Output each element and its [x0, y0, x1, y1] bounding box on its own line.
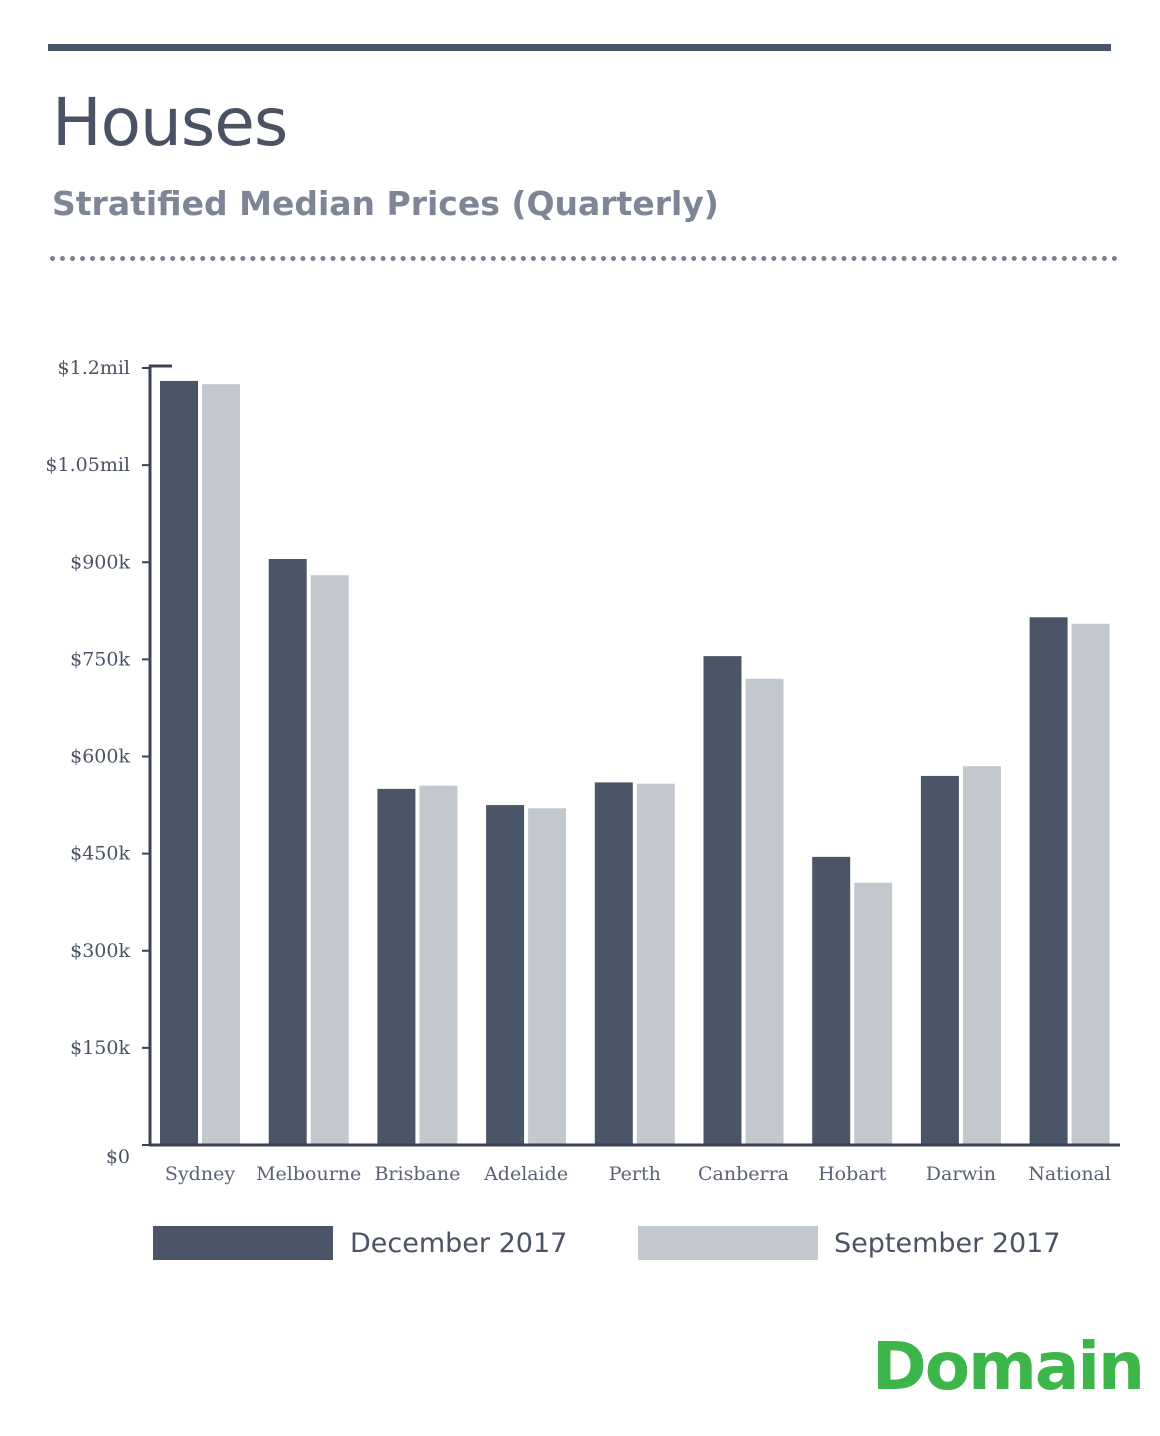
y-tick-label: $1.05mil [45, 454, 130, 476]
y-tick-label: $150k [70, 1037, 130, 1059]
bar [268, 559, 307, 1144]
bar [703, 656, 742, 1144]
bar [920, 775, 959, 1144]
bar [419, 785, 458, 1144]
x-category-label: Hobart [818, 1163, 887, 1185]
x-category-label: Canberra [698, 1163, 789, 1185]
bar [377, 788, 416, 1144]
y-tick-label: $450k [70, 843, 130, 865]
y-tick-label: $300k [70, 940, 130, 962]
bar [854, 882, 893, 1144]
y-axis-ticks: $0 $150k $300k $450k $600k $750k $900k $1.05mil… [45, 357, 150, 1168]
bar [594, 782, 633, 1144]
bar [486, 805, 525, 1144]
x-category-label: National [1028, 1163, 1111, 1185]
x-axis-labels: Sydney Melbourne Brisbane Adelaide Perth Canb… [165, 1163, 1111, 1185]
chart-bars [160, 380, 1110, 1144]
bar [962, 766, 1001, 1144]
legend-label: September 2017 [834, 1228, 1061, 1259]
bar-chart: $0 $150k $300k $450k $600k $750k $900k $1.05mil… [45, 357, 1120, 1260]
bar [636, 783, 675, 1144]
bar [812, 856, 851, 1144]
x-category-label: Perth [609, 1163, 661, 1185]
chart-title: Houses [52, 84, 288, 161]
top-rule [48, 44, 1111, 51]
bar [745, 678, 784, 1144]
bar [160, 380, 198, 1144]
y-tick-label: $900k [70, 551, 130, 573]
domain-logo: Domain [872, 1328, 1145, 1405]
bar [202, 384, 240, 1144]
bar [1071, 623, 1110, 1144]
chart-subtitle: Stratified Median Prices (Quarterly) [52, 184, 719, 223]
x-category-label: Sydney [165, 1163, 235, 1185]
dotted-divider [50, 256, 1118, 261]
x-category-label: Melbourne [256, 1163, 361, 1185]
y-tick-label: $600k [70, 746, 130, 768]
y-tick-label: $0 [106, 1146, 130, 1168]
x-category-label: Darwin [926, 1163, 996, 1185]
bar [1029, 617, 1068, 1144]
x-category-label: Adelaide [483, 1163, 568, 1185]
chart-legend: December 2017 September 2017 [153, 1226, 1061, 1260]
y-tick-label: $750k [70, 648, 130, 670]
legend-swatch [153, 1226, 333, 1260]
bar [528, 808, 567, 1144]
bar [310, 575, 349, 1144]
y-tick-label: $1.2mil [58, 357, 130, 379]
legend-swatch [638, 1226, 818, 1260]
legend-label: December 2017 [350, 1228, 567, 1259]
x-category-label: Brisbane [374, 1163, 460, 1185]
